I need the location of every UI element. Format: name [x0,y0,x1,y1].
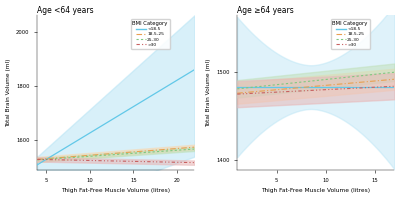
X-axis label: Thigh Fat-Free Muscle Volume (litres): Thigh Fat-Free Muscle Volume (litres) [61,188,170,193]
X-axis label: Thigh Fat-Free Muscle Volume (litres): Thigh Fat-Free Muscle Volume (litres) [261,188,370,193]
Y-axis label: Total Brain Volume (ml): Total Brain Volume (ml) [6,59,10,127]
Legend: <18.5, 18.5-25, 25-30, >30: <18.5, 18.5-25, 25-30, >30 [331,19,370,49]
Legend: <18.5, 18.5-25, 25-30, >30: <18.5, 18.5-25, 25-30, >30 [131,19,170,49]
Y-axis label: Total Brain Volume (ml): Total Brain Volume (ml) [206,59,210,127]
Text: Age <64 years: Age <64 years [37,6,94,15]
Text: Age ≥64 years: Age ≥64 years [237,6,294,15]
